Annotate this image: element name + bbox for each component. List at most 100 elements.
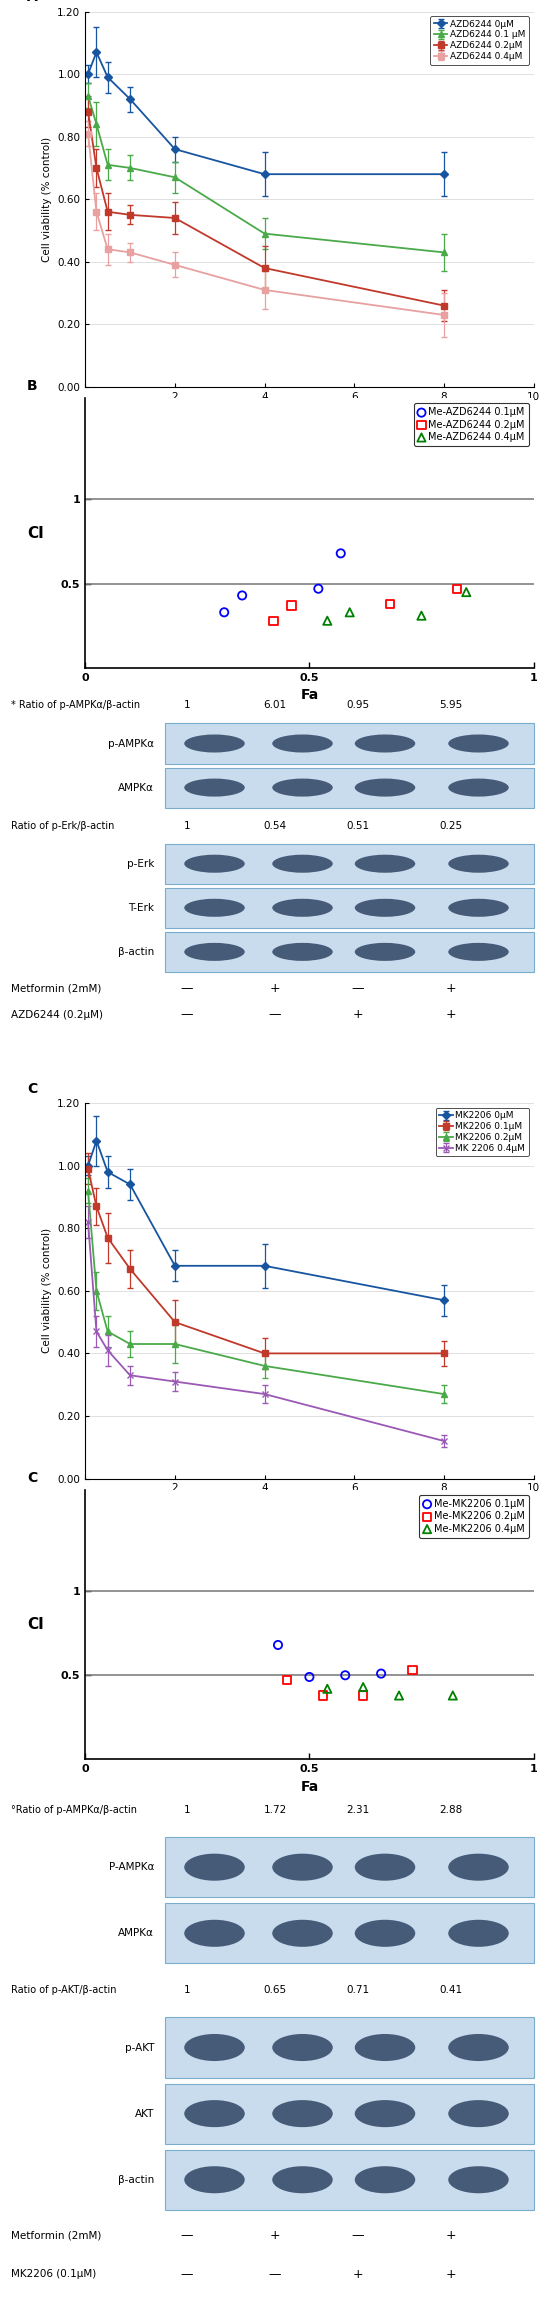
Me-MK2206 0.1μM [341,1656,350,1693]
X-axis label: Metformin  (mM): Metformin (mM) [246,1499,373,1513]
Me-AZD6244 0.4μM [417,596,426,633]
Text: 0.95: 0.95 [346,700,369,709]
Ellipse shape [184,778,245,797]
Text: °Ratio of p-AMPKα/β-actin: °Ratio of p-AMPKα/β-actin [11,1806,137,1815]
Ellipse shape [355,735,415,753]
Bar [165,933,534,972]
Ellipse shape [448,1854,509,1882]
Text: 2.88: 2.88 [439,1806,463,1815]
Text: +: + [446,2268,456,2280]
Me-AZD6244 0.2μM [453,571,461,608]
Text: 6.01: 6.01 [263,700,287,709]
Ellipse shape [448,854,509,873]
Ellipse shape [272,2167,333,2192]
Me-MK2206 0.1μM [377,1656,386,1693]
Ellipse shape [272,2100,333,2128]
Me-MK2206 0.1μM [273,1626,282,1663]
Me-MK2206 0.4μM [359,1670,367,1707]
Ellipse shape [355,2167,415,2192]
Text: AZD6244 (0.2μM): AZD6244 (0.2μM) [11,1011,103,1020]
Ellipse shape [355,2100,415,2128]
Y-axis label: CI: CI [28,1617,44,1633]
Ellipse shape [184,2100,245,2128]
Text: +: + [270,983,280,995]
Me-MK2206 0.4μM [394,1677,403,1713]
Ellipse shape [272,898,333,917]
Ellipse shape [184,735,245,753]
Text: * Ratio of p-AMPKα/β-actin: * Ratio of p-AMPKα/β-actin [11,700,140,709]
Ellipse shape [184,2034,245,2061]
Text: AMPKα: AMPKα [118,1928,154,1939]
Text: Metformin (2mM): Metformin (2mM) [11,983,101,995]
Text: —: — [351,983,364,995]
Bar [165,767,534,808]
Text: C: C [27,1082,37,1096]
Ellipse shape [448,735,509,753]
Text: 1.72: 1.72 [263,1806,287,1815]
Text: AKT: AKT [135,2110,154,2119]
Me-AZD6244 0.4μM [323,603,332,640]
Ellipse shape [355,942,415,960]
Bar [165,2149,534,2211]
Me-AZD6244 0.4μM [462,573,471,610]
Text: 2.31: 2.31 [346,1806,369,1815]
Ellipse shape [355,778,415,797]
Text: 0.54: 0.54 [263,820,287,831]
Text: +: + [352,2268,363,2280]
Text: AMPKα: AMPKα [118,783,154,792]
Ellipse shape [355,1854,415,1882]
Me-MK2206 0.1μM [305,1658,314,1695]
Me-MK2206 0.2μM [318,1677,327,1713]
Bar [165,2084,534,2144]
Ellipse shape [272,2034,333,2061]
Text: +: + [446,2229,456,2241]
Text: B: B [27,380,37,394]
Ellipse shape [355,898,415,917]
Ellipse shape [184,898,245,917]
Legend: Me-MK2206 0.1μM, Me-MK2206 0.2μM, Me-MK2206 0.4μM: Me-MK2206 0.1μM, Me-MK2206 0.2μM, Me-MK2… [419,1495,529,1538]
Text: MK2206 (0.1μM): MK2206 (0.1μM) [11,2268,96,2280]
Text: β-actin: β-actin [118,947,154,956]
Me-AZD6244 0.2μM [287,587,296,624]
Ellipse shape [184,854,245,873]
Legend: MK2206 0μM, MK2206 0.1μM, MK2206 0.2μM, MK 2206 0.4μM: MK2206 0μM, MK2206 0.1μM, MK2206 0.2μM, … [436,1108,529,1156]
Ellipse shape [355,1921,415,1946]
Me-MK2206 0.2μM [283,1663,292,1700]
Text: Metformin (2mM): Metformin (2mM) [11,2229,101,2241]
Bar [165,887,534,928]
Text: —: — [269,2268,281,2280]
Text: +: + [352,1009,363,1023]
Text: A: A [27,0,38,5]
Ellipse shape [184,1921,245,1946]
Text: p-AMPKα: p-AMPKα [108,739,154,748]
Me-AZD6244 0.1μM [337,534,345,571]
Text: 0.65: 0.65 [263,1985,287,1994]
Text: +: + [446,983,456,995]
Ellipse shape [272,778,333,797]
Me-MK2206 0.4μM [448,1677,457,1713]
Ellipse shape [355,854,415,873]
Ellipse shape [184,2167,245,2192]
X-axis label: Fa: Fa [300,689,318,702]
Me-MK2206 0.4μM [323,1670,332,1707]
Legend: AZD6244 0μM, AZD6244 0.1 μM, AZD6244 0.2μM, AZD6244 0.4μM: AZD6244 0μM, AZD6244 0.1 μM, AZD6244 0.2… [430,16,529,64]
Bar [165,1902,534,1964]
Bar [165,723,534,765]
Ellipse shape [355,2034,415,2061]
Text: β-actin: β-actin [118,2174,154,2186]
Ellipse shape [448,2100,509,2128]
Text: Ratio of p-Erk/β-actin: Ratio of p-Erk/β-actin [11,820,114,831]
Text: —: — [351,2229,364,2241]
Bar [165,843,534,884]
Text: +: + [270,2229,280,2241]
Ellipse shape [272,1921,333,1946]
Text: 5.95: 5.95 [439,700,463,709]
Ellipse shape [448,2034,509,2061]
Me-AZD6244 0.1μM [238,578,246,615]
Text: 1: 1 [184,700,190,709]
Y-axis label: Cell viability (% control): Cell viability (% control) [42,1227,52,1354]
Text: —: — [269,1009,281,1023]
Bar [165,1838,534,1898]
Ellipse shape [272,735,333,753]
Text: P-AMPKα: P-AMPKα [109,1863,154,1872]
